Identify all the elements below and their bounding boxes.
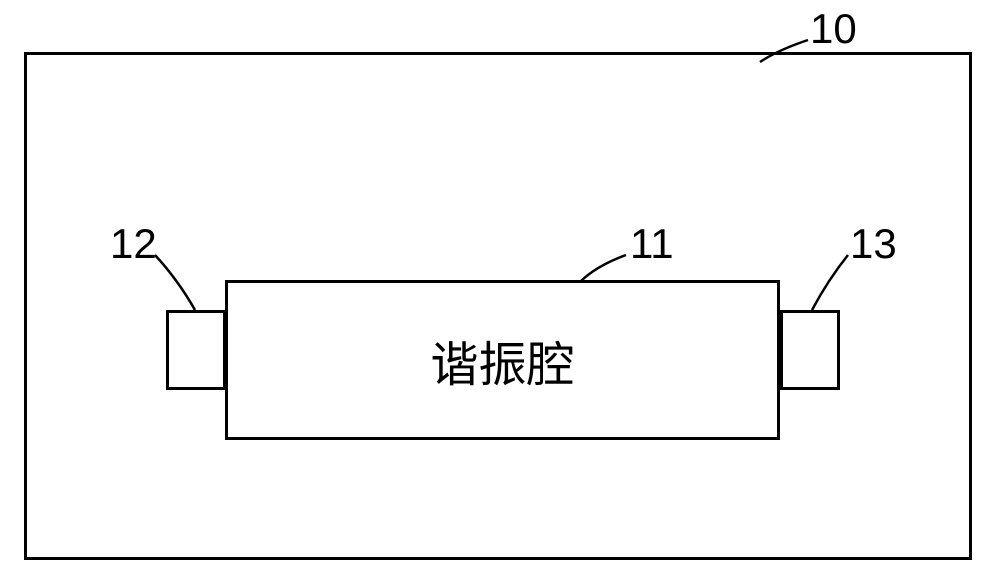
leader-11	[580, 255, 626, 282]
leader-13	[812, 255, 848, 310]
leader-12	[155, 255, 195, 310]
leader-lines	[0, 0, 998, 583]
leader-10	[760, 40, 808, 62]
